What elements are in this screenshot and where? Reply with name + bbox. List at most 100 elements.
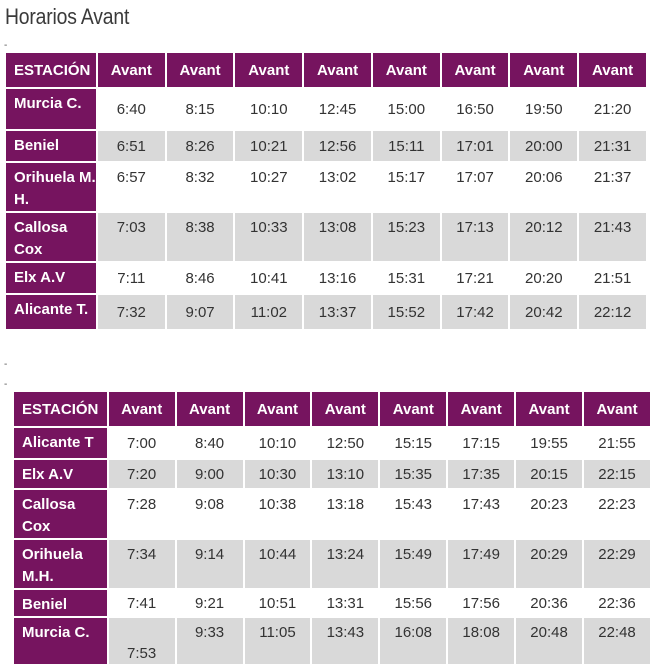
departure-time-cell: 20:48 bbox=[516, 618, 583, 664]
departure-time-cell: 22:23 bbox=[584, 490, 650, 538]
departure-time-cell: 19:55 bbox=[516, 428, 583, 458]
departure-time-cell: 13:02 bbox=[304, 163, 371, 211]
table-header-row: ESTACIÓN Avant Avant Avant Avant Avant A… bbox=[14, 392, 650, 426]
departure-time-cell: 16:08 bbox=[380, 618, 447, 664]
departure-time-cell: 10:38 bbox=[244, 490, 311, 538]
column-header-train: Avant bbox=[448, 392, 515, 426]
departure-time-cell: 15:00 bbox=[372, 89, 440, 129]
departure-time-cell: 7:03 bbox=[97, 213, 165, 261]
departure-time-cell: 17:42 bbox=[441, 295, 509, 329]
column-header-train: Avant bbox=[312, 392, 379, 426]
column-header-train: Avant bbox=[166, 53, 234, 87]
column-header-station: ESTACIÓN bbox=[6, 53, 96, 87]
departure-time-cell: 17:07 bbox=[441, 163, 509, 211]
departure-time-cell: 7:20 bbox=[108, 460, 175, 488]
column-header-train: Avant bbox=[304, 53, 371, 87]
departure-time-cell: 17:49 bbox=[448, 540, 515, 588]
departure-time-cell: 13:10 bbox=[312, 460, 379, 488]
departure-time-cell: 22:29 bbox=[584, 540, 650, 588]
departure-time-cell: 15:11 bbox=[372, 131, 440, 161]
departure-time-cell: 13:31 bbox=[312, 590, 379, 616]
departure-time-cell: 22:15 bbox=[584, 460, 650, 488]
station-name-cell: Callosa Cox bbox=[6, 213, 96, 261]
page-title: Horarios Avant bbox=[5, 4, 130, 29]
station-name-cell: Elx A.V bbox=[6, 263, 96, 293]
departure-time-cell: 10:41 bbox=[235, 263, 303, 293]
departure-time-cell: 7:11 bbox=[97, 263, 165, 293]
departure-time-cell: 8:32 bbox=[166, 163, 234, 211]
table-row: Callosa Cox 7:28 9:08 10:38 13:18 15:43 17:43 2… bbox=[14, 490, 650, 538]
departure-time-cell: 7:32 bbox=[97, 295, 165, 329]
departure-time-cell: 10:33 bbox=[235, 213, 303, 261]
departure-time-cell: 13:16 bbox=[304, 263, 371, 293]
column-header-train: Avant bbox=[372, 53, 440, 87]
departure-time-cell: 20:00 bbox=[510, 131, 578, 161]
departure-time-cell: 17:56 bbox=[448, 590, 515, 616]
departure-time-cell: 8:15 bbox=[166, 89, 234, 129]
column-header-train: Avant bbox=[235, 53, 303, 87]
column-header-train: Avant bbox=[516, 392, 583, 426]
departure-time-cell: 22:48 bbox=[584, 618, 650, 664]
station-name-cell: Callosa Cox bbox=[14, 490, 107, 538]
departure-time-cell: 12:50 bbox=[312, 428, 379, 458]
station-name-cell: Elx A.V bbox=[14, 460, 107, 488]
table-row: Murcia C. 7:53 9:33 11:05 13:43 16:08 18:08 20:… bbox=[14, 618, 650, 664]
departure-time-cell: 21:43 bbox=[579, 213, 646, 261]
departure-time-cell: 15:23 bbox=[372, 213, 440, 261]
departure-time-cell: 17:21 bbox=[441, 263, 509, 293]
departure-time-cell: 17:13 bbox=[441, 213, 509, 261]
table-row: Murcia C. 6:40 8:15 10:10 12:45 15:00 16:50 19:… bbox=[6, 89, 646, 129]
column-header-train: Avant bbox=[108, 392, 175, 426]
departure-time-cell: 15:15 bbox=[380, 428, 447, 458]
departure-time-cell: 9:33 bbox=[176, 618, 243, 664]
station-name-cell: Orihuela M. H. bbox=[6, 163, 96, 211]
departure-time-cell: 17:01 bbox=[441, 131, 509, 161]
departure-time-cell: 10:30 bbox=[244, 460, 311, 488]
departure-time-cell: 18:08 bbox=[448, 618, 515, 664]
departure-time-cell: 10:10 bbox=[244, 428, 311, 458]
departure-time-cell: 6:57 bbox=[97, 163, 165, 211]
separator-dash: - bbox=[4, 40, 8, 51]
departure-time-cell: 9:21 bbox=[176, 590, 243, 616]
departure-time-cell: 20:15 bbox=[516, 460, 583, 488]
station-name-cell: Alicante T. bbox=[6, 295, 96, 329]
departure-time-cell: 6:40 bbox=[97, 89, 165, 129]
departure-time-cell: 7:53 bbox=[108, 618, 175, 664]
station-name-cell: Alicante T bbox=[14, 428, 107, 458]
column-header-train: Avant bbox=[380, 392, 447, 426]
station-name-cell: Beniel bbox=[14, 590, 107, 616]
departure-time-cell: 9:08 bbox=[176, 490, 243, 538]
column-header-train: Avant bbox=[579, 53, 646, 87]
departure-time-cell: 15:43 bbox=[380, 490, 447, 538]
departure-time-cell: 11:05 bbox=[244, 618, 311, 664]
departure-time-cell: 12:45 bbox=[304, 89, 371, 129]
departure-time-cell: 16:50 bbox=[441, 89, 509, 129]
departure-time-cell: 15:31 bbox=[372, 263, 440, 293]
departure-time-cell: 7:34 bbox=[108, 540, 175, 588]
column-header-train: Avant bbox=[176, 392, 243, 426]
departure-time-cell: 8:38 bbox=[166, 213, 234, 261]
table-header-row: ESTACIÓN Avant Avant Avant Avant Avant A… bbox=[6, 53, 646, 87]
departure-time-cell: 17:43 bbox=[448, 490, 515, 538]
departure-time-cell: 22:36 bbox=[584, 590, 650, 616]
departure-time-cell: 7:28 bbox=[108, 490, 175, 538]
station-name-cell: Orihuela M.H. bbox=[14, 540, 107, 588]
departure-time-cell: 15:56 bbox=[380, 590, 447, 616]
table-row: Alicante T. 7:32 9:07 11:02 13:37 15:52 17:42 2… bbox=[6, 295, 646, 329]
departure-time-cell: 15:49 bbox=[380, 540, 447, 588]
table-row: Elx A.V 7:11 8:46 10:41 13:16 15:31 17:21 20:20… bbox=[6, 263, 646, 293]
departure-time-cell: 10:44 bbox=[244, 540, 311, 588]
departure-time-cell: 7:00 bbox=[108, 428, 175, 458]
station-name-cell: Beniel bbox=[6, 131, 96, 161]
departure-time-cell: 7:41 bbox=[108, 590, 175, 616]
departure-time-cell: 9:07 bbox=[166, 295, 234, 329]
departure-time-cell: 20:29 bbox=[516, 540, 583, 588]
column-header-train: Avant bbox=[584, 392, 650, 426]
table-row: Orihuela M.H. 7:34 9:14 10:44 13:24 15:49 17:4… bbox=[14, 540, 650, 588]
table-row: Alicante T 7:00 8:40 10:10 12:50 15:15 17:15 19… bbox=[14, 428, 650, 458]
departure-time-cell: 12:56 bbox=[304, 131, 371, 161]
departure-time-cell: 20:06 bbox=[510, 163, 578, 211]
departure-time-cell: 20:42 bbox=[510, 295, 578, 329]
departure-time-cell: 8:40 bbox=[176, 428, 243, 458]
departure-time-cell: 10:27 bbox=[235, 163, 303, 211]
